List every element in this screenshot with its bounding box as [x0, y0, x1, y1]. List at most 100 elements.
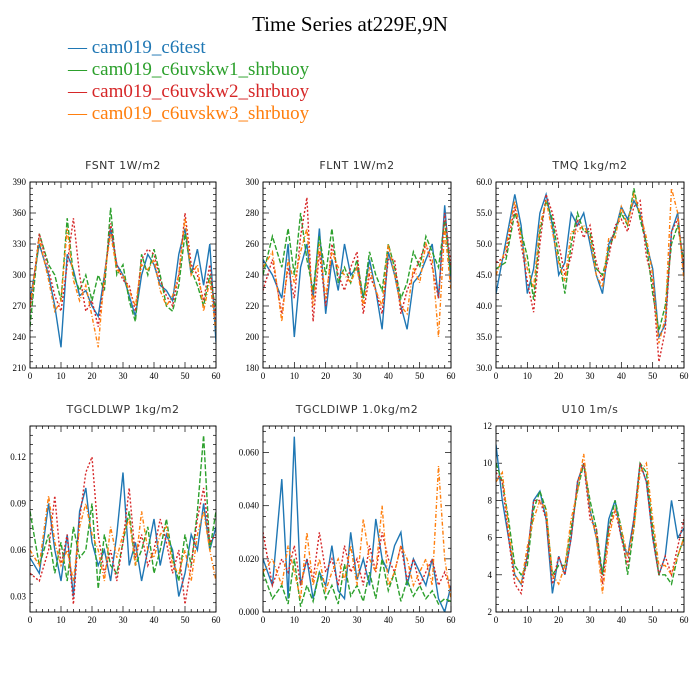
- y-tick-label: 0.09: [10, 499, 26, 509]
- legend-dash: —: [68, 59, 92, 80]
- x-tick-label: 10: [290, 371, 300, 381]
- x-tick-label: 20: [321, 615, 331, 625]
- x-tick-label: 0: [28, 371, 33, 381]
- legend-item: — cam019_c6uvskw1_shrbuoy: [68, 59, 309, 81]
- legend-item: — cam019_c6uvskw2_shrbuoy: [68, 81, 309, 103]
- legend-label: cam019_c6uvskw2_shrbuoy: [91, 81, 310, 102]
- x-tick-label: 10: [57, 371, 67, 381]
- y-tick-label: 8: [488, 495, 493, 505]
- series-line: [30, 212, 216, 327]
- x-tick-label: 40: [617, 371, 627, 381]
- y-tick-label: 300: [13, 270, 27, 280]
- legend: — cam019_c6test — cam019_c6uvskw1_shrbuo…: [68, 37, 309, 125]
- y-tick-label: 260: [246, 239, 260, 249]
- legend-dash: —: [68, 103, 92, 124]
- plot-frame: [29, 181, 217, 369]
- y-tick-label: 300: [246, 177, 260, 187]
- y-tick-label: 50.0: [476, 239, 492, 249]
- x-tick-label: 50: [181, 615, 191, 625]
- y-tick-label: 180: [246, 363, 260, 373]
- y-tick-label: 35.0: [476, 332, 492, 342]
- y-tick-label: 6: [488, 533, 493, 543]
- plot-frame: [262, 425, 452, 613]
- y-tick-label: 0.06: [10, 545, 26, 555]
- series-line: [496, 462, 684, 596]
- series-line: [30, 207, 216, 327]
- y-tick-label: 30.0: [476, 363, 492, 373]
- legend-dash: —: [68, 81, 92, 102]
- y-tick-label: 40.0: [476, 301, 492, 311]
- legend-label: cam019_c6test: [91, 37, 206, 58]
- x-tick-label: 20: [554, 371, 564, 381]
- x-tick-label: 30: [119, 371, 129, 381]
- x-tick-label: 10: [523, 371, 533, 381]
- y-tick-label: 200: [246, 332, 260, 342]
- y-tick-label: 4: [488, 570, 493, 580]
- chart-panel: U10 1m/s 0 10 20 30 40 50 60 2 4 6 8 10 12: [483, 403, 689, 625]
- y-tick-label: 210: [13, 363, 27, 373]
- x-tick-label: 10: [290, 615, 300, 625]
- x-tick-label: 50: [648, 615, 658, 625]
- series-line: [263, 228, 451, 338]
- chart-title: TMQ 1kg/m2: [551, 159, 627, 172]
- x-tick-label: 20: [321, 371, 331, 381]
- chart-panel: TGCLDIWP 1.0kg/m2 0 10 20 30 40 50 60 0.000 0.020…: [239, 403, 456, 625]
- y-tick-label: 10: [483, 458, 493, 468]
- y-tick-label: 0.000: [239, 607, 260, 617]
- x-tick-label: 0: [494, 371, 499, 381]
- x-tick-label: 60: [680, 371, 690, 381]
- series-line: [263, 532, 451, 591]
- x-tick-label: 60: [447, 371, 457, 381]
- chart-title: FSNT 1W/m2: [85, 159, 161, 172]
- x-tick-label: 60: [447, 615, 457, 625]
- plot-frame: [495, 181, 685, 369]
- x-tick-label: 0: [28, 615, 33, 625]
- series-line: [30, 495, 216, 582]
- chart-panel: TMQ 1kg/m2 0 10 20 30 40 50 60 30.0 35.0 40.0 45.0 5…: [476, 159, 689, 381]
- x-tick-label: 20: [88, 615, 98, 625]
- legend-item: — cam019_c6uvskw3_shrbuoy: [68, 103, 309, 125]
- x-tick-label: 50: [648, 371, 658, 381]
- x-tick-label: 40: [384, 371, 394, 381]
- x-tick-label: 20: [88, 371, 98, 381]
- y-tick-label: 270: [13, 301, 27, 311]
- series-line: [263, 558, 451, 607]
- series-line: [496, 461, 684, 586]
- plot-frame: [262, 181, 452, 369]
- legend-label: cam019_c6uvskw3_shrbuoy: [91, 103, 310, 124]
- series-line: [30, 435, 216, 589]
- x-tick-label: 50: [415, 615, 425, 625]
- x-tick-label: 30: [353, 615, 363, 625]
- legend-dash: —: [68, 37, 92, 58]
- y-tick-label: 55.0: [476, 208, 492, 218]
- chart-title: TGCLDIWP 1.0kg/m2: [295, 403, 419, 416]
- series-line: [30, 456, 216, 605]
- chart-panel: FSNT 1W/m2 0 10 20 30 40 50 60 210 240 270 300 330 36…: [13, 159, 222, 381]
- x-tick-label: 0: [261, 615, 266, 625]
- plot-frame: [495, 425, 685, 613]
- x-tick-label: 60: [212, 371, 222, 381]
- y-tick-label: 12: [483, 421, 492, 431]
- chart-panel: FLNT 1W/m2 0 10 20 30 40 50 60 180 200 220 240 260 28…: [246, 159, 457, 381]
- x-tick-label: 10: [523, 615, 533, 625]
- x-tick-label: 40: [384, 615, 394, 625]
- chart-panel: TGCLDLWP 1kg/m2 0 10 20 30 40 50 60 0.03 0.06 0.09…: [10, 403, 221, 625]
- x-tick-label: 40: [617, 615, 627, 625]
- chart-title: TGCLDLWP 1kg/m2: [66, 403, 180, 416]
- x-tick-label: 40: [150, 615, 160, 625]
- x-tick-label: 10: [57, 615, 67, 625]
- x-tick-label: 30: [586, 615, 596, 625]
- y-tick-label: 360: [13, 208, 27, 218]
- x-tick-label: 50: [181, 371, 191, 381]
- legend-label: cam019_c6uvskw1_shrbuoy: [91, 59, 310, 80]
- y-tick-label: 45.0: [476, 270, 492, 280]
- y-tick-label: 0.020: [239, 554, 260, 564]
- legend-item: — cam019_c6test: [68, 37, 309, 59]
- y-tick-label: 240: [246, 270, 260, 280]
- x-tick-label: 40: [150, 371, 160, 381]
- y-tick-label: 390: [13, 177, 27, 187]
- series-line: [263, 465, 451, 599]
- series-line: [263, 212, 451, 301]
- chart-title: U10 1m/s: [562, 403, 619, 416]
